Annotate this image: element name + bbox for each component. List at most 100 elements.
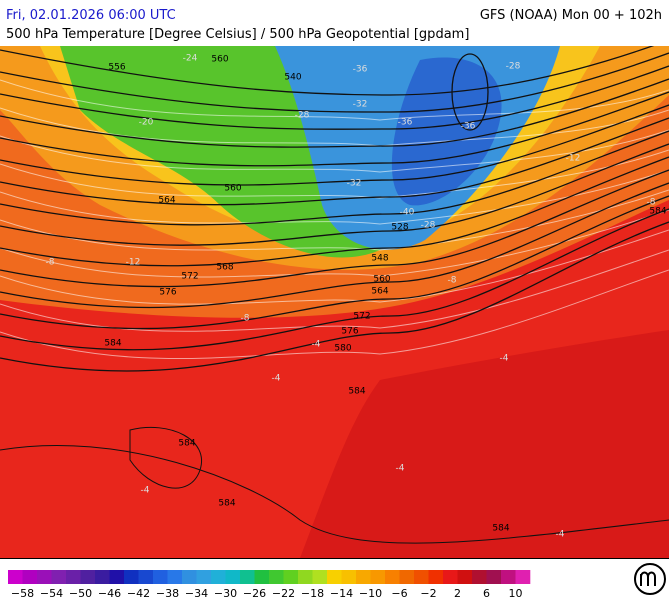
colorbar-swatch bbox=[269, 570, 284, 584]
geopotential-label: 580 bbox=[334, 344, 351, 354]
colorbar-swatch bbox=[124, 570, 139, 584]
colorbar-label: −38 bbox=[156, 587, 179, 600]
colorbar-swatch bbox=[501, 570, 516, 584]
temperature-label: -28 bbox=[295, 111, 310, 121]
temperature-label: -32 bbox=[347, 179, 362, 189]
geopotential-label: 572 bbox=[181, 272, 198, 282]
geopotential-labels: 556 560 540 560 564 568 572 576 584 528 548 560 564 5… bbox=[104, 55, 666, 534]
temperature-label: -40 bbox=[400, 208, 415, 218]
temperature-label: -4 bbox=[312, 340, 321, 350]
geopotential-label: 584 bbox=[492, 524, 509, 534]
colorbar-label: 6 bbox=[483, 587, 490, 600]
contour-line bbox=[0, 104, 669, 186]
contour-line bbox=[0, 46, 655, 96]
temperature-label: -4 bbox=[556, 530, 565, 540]
temperature-label: -12 bbox=[126, 258, 141, 268]
geopotential-label: 584 bbox=[178, 439, 195, 449]
colorbar-swatch bbox=[240, 570, 255, 584]
field-dark-red bbox=[300, 330, 669, 558]
isotherm-line bbox=[0, 149, 669, 199]
colorbar-swatch bbox=[283, 570, 299, 584]
geopotential-label: 564 bbox=[371, 287, 388, 297]
colorbar-swatch bbox=[298, 570, 313, 584]
map: 556 560 540 560 564 568 572 576 584 528 548 560 564 5… bbox=[0, 46, 669, 558]
colorbar-label: −58 bbox=[11, 587, 34, 600]
isotherm-line bbox=[0, 169, 669, 225]
colorbar-swatch bbox=[428, 570, 444, 584]
geopotential-label: 576 bbox=[159, 288, 176, 298]
colorbar-label: −30 bbox=[214, 587, 237, 600]
temperature-label: -20 bbox=[139, 118, 154, 128]
isotherm-line bbox=[0, 229, 669, 305]
colorbar-label: 10 bbox=[509, 587, 523, 600]
colorbar-swatch bbox=[327, 570, 342, 584]
contour-line bbox=[0, 117, 669, 206]
geopotential-label: 528 bbox=[391, 223, 408, 233]
colorbar-label: −10 bbox=[359, 587, 382, 600]
colorbar-swatch bbox=[22, 570, 38, 584]
colorbar-label: −22 bbox=[272, 587, 295, 600]
geopotential-label: 568 bbox=[216, 263, 233, 273]
isotherm-line bbox=[0, 249, 669, 332]
geopotential-label: 576 bbox=[341, 327, 358, 337]
contour-line bbox=[0, 156, 669, 267]
colorbar-swatch bbox=[356, 570, 371, 584]
geopotential-label: 564 bbox=[158, 196, 175, 206]
temperature-label: -32 bbox=[353, 100, 368, 110]
contour-584-south bbox=[0, 444, 669, 544]
contour-line bbox=[0, 195, 669, 330]
temperature-labels: -24 -28 -36 -32 -36 -36 -28 -32 -40 -28 -20 -12 -8 -8… bbox=[46, 54, 656, 540]
colorbar-swatch bbox=[182, 570, 197, 584]
colorbar-swatch bbox=[167, 570, 183, 584]
colorbar-swatch bbox=[385, 570, 400, 584]
colorbar-swatch bbox=[225, 570, 241, 584]
colorbar-label: −54 bbox=[40, 587, 63, 600]
geopotential-label: 560 bbox=[224, 184, 241, 194]
colorbar-swatch bbox=[472, 570, 487, 584]
colorbar-swatch bbox=[80, 570, 96, 584]
colorbar-label: −26 bbox=[243, 587, 266, 600]
colorbar-swatch bbox=[254, 570, 270, 584]
temperature-label: -8 bbox=[241, 314, 250, 324]
colorbar-label: −46 bbox=[98, 587, 121, 600]
temperature-label: -28 bbox=[421, 221, 436, 231]
colorbar-label: −2 bbox=[420, 587, 436, 600]
contour-line bbox=[0, 169, 669, 288]
colorbar-swatch bbox=[211, 570, 226, 584]
geopotential-label: 560 bbox=[211, 55, 228, 65]
temperature-label: -24 bbox=[183, 54, 198, 64]
subtitle: 500 hPa Temperature [Degree Celsius] / 5… bbox=[6, 27, 469, 42]
geopotential-label: 584 bbox=[348, 387, 365, 397]
temperature-label: -4 bbox=[500, 354, 509, 364]
logo bbox=[634, 563, 666, 595]
colorbar-label: −18 bbox=[301, 587, 324, 600]
contour-line bbox=[0, 52, 669, 113]
temperature-label: -8 bbox=[448, 276, 457, 286]
colorbar-swatch bbox=[443, 570, 458, 584]
colorbar-swatch bbox=[457, 570, 473, 584]
isotherm-line bbox=[0, 269, 669, 359]
temperature-label: -36 bbox=[461, 122, 476, 132]
temperature-label: -4 bbox=[141, 486, 150, 496]
colorbar-swatch bbox=[515, 570, 531, 584]
colorbar-label: −42 bbox=[127, 587, 150, 600]
colorbar-label: −50 bbox=[69, 587, 92, 600]
colorbar-swatch bbox=[37, 570, 52, 584]
colorbar-swatch bbox=[341, 570, 357, 584]
isotherm-line bbox=[0, 209, 669, 278]
geopotential-label: 584 bbox=[218, 499, 235, 509]
geopotential-label: 572 bbox=[353, 312, 370, 322]
colorbar-label: −6 bbox=[391, 587, 407, 600]
colorbar-swatch bbox=[66, 570, 81, 584]
geopotential-contours bbox=[0, 46, 669, 544]
geopotential-label: 584 bbox=[649, 207, 666, 217]
temperature-label: -28 bbox=[506, 62, 521, 72]
contour-line bbox=[0, 78, 669, 148]
geopotential-label: 540 bbox=[284, 73, 301, 83]
contour-line bbox=[0, 182, 669, 309]
colorbar-swatch bbox=[153, 570, 168, 584]
geopotential-label: 548 bbox=[371, 254, 388, 264]
contour-line bbox=[0, 65, 669, 130]
isotherm-line bbox=[0, 189, 669, 251]
